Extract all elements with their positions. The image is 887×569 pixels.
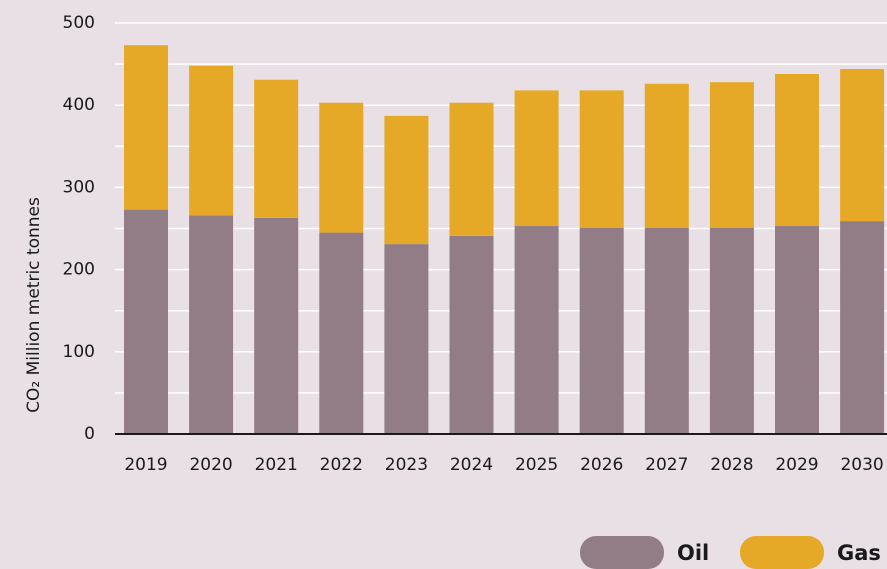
- bar-segment: [319, 102, 364, 233]
- bar-segment: [319, 232, 364, 434]
- legend-label: Oil: [677, 541, 709, 565]
- bar-segment: [124, 209, 168, 434]
- bar-segment: [189, 215, 234, 434]
- y-tick-label: 100: [63, 342, 95, 362]
- bar-segment: [775, 73, 819, 227]
- legend-swatch: [580, 536, 664, 569]
- y-tick-label: 200: [63, 260, 95, 280]
- x-tick-label: 2029: [775, 455, 818, 475]
- bar-segment: [384, 115, 429, 245]
- x-tick-label: 2021: [255, 455, 298, 475]
- bar-segment: [709, 227, 754, 434]
- y-tick-label: 400: [63, 95, 95, 115]
- x-tick-label: 2023: [385, 455, 428, 475]
- bar-segment: [579, 227, 624, 434]
- bar-segment: [254, 217, 299, 434]
- x-tick-label: 2027: [645, 455, 688, 475]
- x-tick-label: 2025: [515, 455, 558, 475]
- x-tick-label: 2020: [189, 455, 232, 475]
- legend-label: Gas: [837, 541, 881, 565]
- x-tick-label: 2022: [320, 455, 363, 475]
- bar-segment: [514, 226, 559, 434]
- bar-segment: [840, 69, 885, 222]
- y-tick-label: 500: [63, 13, 95, 33]
- bar-segment: [124, 45, 168, 210]
- bar-segment: [840, 221, 885, 434]
- bar-segment: [254, 79, 299, 218]
- bar-segment: [579, 90, 624, 228]
- bar-segment: [709, 82, 754, 228]
- y-tick-label: 300: [63, 177, 95, 197]
- bar-segment: [189, 65, 234, 216]
- x-tick-label: 2026: [580, 455, 623, 475]
- bar-segment: [775, 226, 819, 434]
- x-tick-label: 2019: [124, 455, 167, 475]
- bar-segment: [449, 235, 494, 434]
- bar-segment: [644, 227, 689, 434]
- y-tick-label: 0: [84, 424, 95, 444]
- bar-segment: [644, 83, 689, 228]
- x-tick-label: 2028: [710, 455, 753, 475]
- x-tick-label: 2024: [450, 455, 493, 475]
- x-tick-label: 2030: [840, 455, 883, 475]
- bar-segment: [514, 90, 559, 227]
- bar-segment: [384, 244, 429, 434]
- y-axis-label: CO₂ Million metric tonnes: [24, 197, 44, 413]
- bar-segment: [449, 102, 494, 236]
- legend-swatch: [740, 536, 824, 569]
